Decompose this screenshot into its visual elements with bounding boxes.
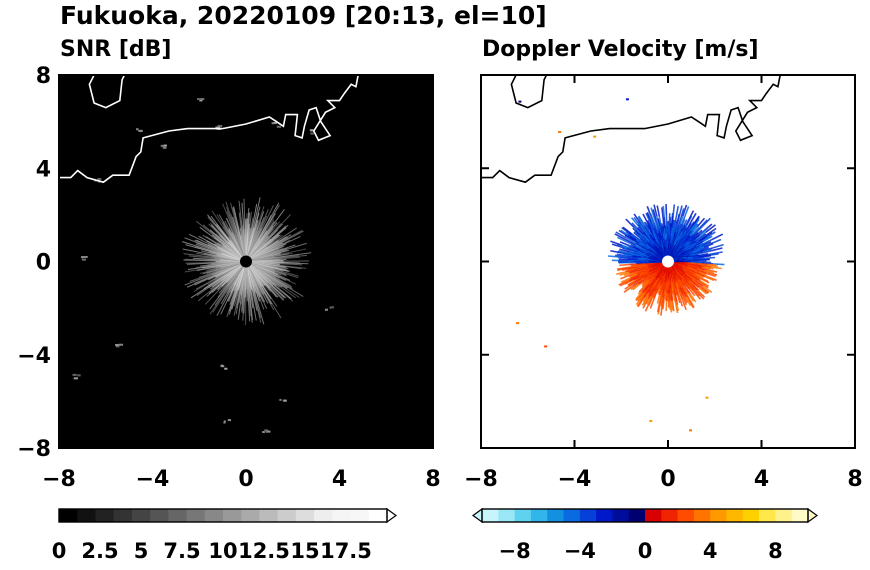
snr-panel: SNR [dB] −8 −4 0 4 8 −8 −4 0 4 8 (17, 37, 440, 492)
colorbar-segment (368, 509, 388, 522)
colorbar-segment (204, 509, 224, 522)
colorbar-segment (241, 509, 260, 522)
snr-echo (182, 197, 312, 325)
colorbar-tick-label: 15 (290, 539, 319, 563)
colorbar-segment (482, 509, 499, 522)
colorbar-segment (759, 509, 776, 522)
colorbar-segment (677, 509, 695, 522)
x-tick-label: 4 (332, 467, 347, 492)
x-tick-label: −8 (464, 467, 498, 492)
doppler-coastline (481, 75, 781, 184)
y-tick-label: 8 (36, 64, 51, 89)
colorbar-tick-label: 4 (703, 539, 718, 563)
colorbar-segment (742, 509, 760, 522)
colorbar-tick-label: 0 (638, 539, 653, 563)
colorbar-segment (131, 509, 151, 522)
colorbar-tick-label: 5 (134, 539, 149, 563)
colorbar-extend-max (386, 507, 398, 524)
colorbar-segment (612, 509, 630, 522)
colorbar-segment (150, 509, 169, 522)
x-tick-label: 8 (425, 467, 440, 492)
colorbar-segment (547, 509, 564, 522)
colorbar-segment (530, 509, 548, 522)
colorbar-segment (514, 509, 532, 522)
doppler-colorbar: −8 −4 0 4 8 (471, 507, 819, 563)
y-tick-label: 0 (36, 251, 51, 276)
colorbar-segment (693, 509, 711, 522)
x-tick-label: 4 (754, 467, 769, 492)
colorbar-segment (95, 509, 115, 522)
colorbar-tick-label: 0 (52, 539, 67, 563)
colorbar-segment (563, 509, 581, 522)
colorbar-segment (186, 509, 206, 522)
colorbar-segment (113, 509, 133, 522)
doppler-axes: −8 −4 0 4 8 (464, 74, 863, 492)
colorbar-segment (77, 509, 96, 522)
colorbar-segment (628, 509, 646, 522)
colorbar-segment (168, 509, 187, 522)
colorbar-segment (277, 509, 297, 522)
colorbar-segment (661, 509, 678, 522)
colorbar-segment (223, 509, 242, 522)
x-tick-label: −4 (136, 467, 170, 492)
snr-coastline (59, 75, 359, 184)
colorbar-segment (498, 509, 515, 522)
x-tick-label: 0 (238, 467, 253, 492)
doppler-panel: Doppler Velocity [m/s] −8 −4 0 4 8 (464, 37, 863, 492)
colorbar-tick-label: 7.5 (163, 539, 200, 563)
y-tick-label: −4 (17, 344, 51, 369)
doppler-panel-title: Doppler Velocity [m/s] (482, 37, 759, 62)
colorbar-segment (59, 509, 78, 522)
x-tick-label: −4 (558, 467, 592, 492)
colorbar-segment (710, 509, 727, 522)
colorbar-segment (295, 509, 315, 522)
snr-panel-title: SNR [dB] (60, 37, 171, 62)
colorbar-tick-label: 17.5 (320, 539, 372, 563)
colorbar-segment (645, 509, 662, 522)
snr-axes: −8 −4 0 4 8 −8 −4 0 4 8 (17, 64, 440, 492)
colorbar-tick-label: 2.5 (81, 539, 118, 563)
colorbar-tick-label: −4 (564, 539, 596, 563)
colorbar-segment (314, 509, 333, 522)
colorbar-segment (726, 509, 744, 522)
colorbar-frame (481, 508, 809, 523)
colorbar-segment (791, 509, 809, 522)
x-tick-label: 8 (847, 467, 862, 492)
x-tick-label: −8 (42, 467, 76, 492)
figure-title: Fukuoka, 20220109 [20:13, el=10] (60, 1, 547, 30)
colorbar-tick-label: 12.5 (238, 539, 290, 563)
snr-colorbar: 0 2.5 5 7.5 10 12.5 15 17.5 (52, 507, 398, 563)
snr-radar-site (240, 255, 252, 268)
colorbar-segment (332, 509, 351, 522)
colorbar-segment (775, 509, 793, 522)
colorbar-tick-label: 8 (768, 539, 783, 563)
colorbar-tick-label: 10 (208, 539, 237, 563)
y-tick-label: −8 (17, 437, 51, 462)
doppler-radar-site (662, 255, 674, 268)
colorbar-tick-label: −8 (498, 539, 530, 563)
colorbar-extend-max (807, 507, 819, 524)
x-tick-label: 0 (660, 467, 675, 492)
colorbar-segment (579, 509, 597, 522)
colorbar-segment (259, 509, 279, 522)
colorbar-extend-min (471, 507, 483, 524)
colorbar-segment (350, 509, 370, 522)
y-tick-label: 4 (36, 157, 51, 182)
colorbar-segment (596, 509, 613, 522)
doppler-clutter-speckle (516, 98, 709, 432)
colorbar-frame (58, 508, 388, 523)
